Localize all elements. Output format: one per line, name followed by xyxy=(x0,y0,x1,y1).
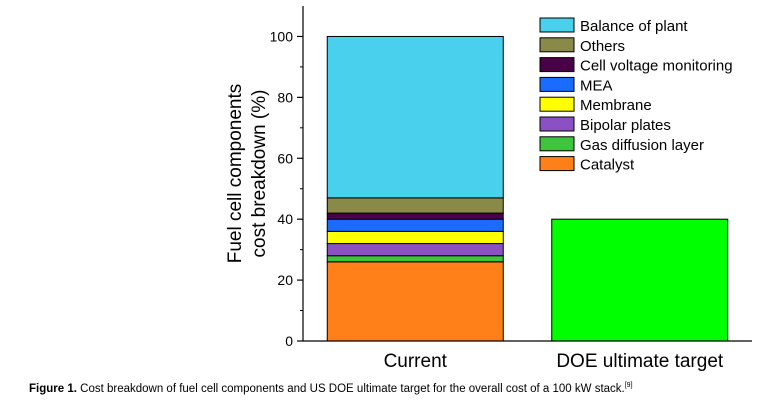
legend-swatch-cell-voltage-monitoring xyxy=(539,57,575,73)
bar-segment-gas-diffusion-layer xyxy=(326,255,504,263)
legend: Balance of plant Others Cell voltage monit… xyxy=(539,17,733,174)
legend-swatch-gas-diffusion-layer xyxy=(539,136,575,152)
y-axis-title-line: Fuel cell components xyxy=(225,84,246,264)
bars xyxy=(326,35,729,342)
y-tick-label: 40 xyxy=(277,211,293,227)
legend-label-cell-voltage-monitoring: Cell voltage monitoring xyxy=(580,58,733,75)
bar-segment-catalyst xyxy=(326,261,504,342)
legend-swatch-mea xyxy=(539,76,575,92)
category-labels: Current DOE ultimate target xyxy=(384,351,724,372)
y-tick-label: 0 xyxy=(285,333,293,349)
y-axis-title: Fuel cell components cost breakdown (%) xyxy=(225,84,270,264)
y-tick-label: 20 xyxy=(277,272,293,288)
legend-swatch-membrane xyxy=(539,96,575,112)
y-axis-title-line: cost breakdown (%) xyxy=(249,90,270,258)
legend-label-others: Others xyxy=(580,38,625,55)
y-tick-label: 60 xyxy=(277,150,293,166)
axes xyxy=(302,6,752,342)
legend-swatch-balance-of-plant xyxy=(539,17,575,33)
y-tick-label: 80 xyxy=(277,89,293,105)
stacked-bar-chart: Fuel cell components cost breakdown (%) 0… xyxy=(225,6,752,372)
bar-segment-membrane xyxy=(326,230,504,245)
category-label: DOE ultimate target xyxy=(556,351,724,372)
legend-label-catalyst: Catalyst xyxy=(580,157,635,174)
bar-segment-others xyxy=(326,197,504,214)
y-ticks: 0 20 40 60 80 100 xyxy=(270,28,303,349)
bar-doe-target xyxy=(551,218,729,342)
bar-segment-cell-voltage-monitoring xyxy=(326,212,504,220)
caption-label: Figure 1. xyxy=(29,383,77,395)
legend-label-gas-diffusion-layer: Gas diffusion layer xyxy=(580,137,704,154)
bar-segment-bipolar-plates xyxy=(326,243,504,257)
bar-segment-mea xyxy=(326,218,504,232)
legend-swatch-bipolar-plates xyxy=(539,116,575,132)
category-label: Current xyxy=(384,351,448,372)
legend-label-bipolar-plates: Bipolar plates xyxy=(580,117,671,134)
caption-reference: [9] xyxy=(624,382,633,390)
y-tick-label: 100 xyxy=(270,28,294,44)
figure-caption: Figure 1. Cost breakdown of fuel cell co… xyxy=(29,381,749,397)
bar-segment-balance-of-plant xyxy=(326,35,504,199)
legend-label-mea: MEA xyxy=(580,77,613,94)
caption-text: Cost breakdown of fuel cell components a… xyxy=(80,383,625,395)
legend-label-balance-of-plant: Balance of plant xyxy=(580,18,688,35)
legend-swatch-catalyst xyxy=(539,156,575,172)
legend-label-membrane: Membrane xyxy=(580,97,652,114)
legend-swatch-others xyxy=(539,37,575,53)
